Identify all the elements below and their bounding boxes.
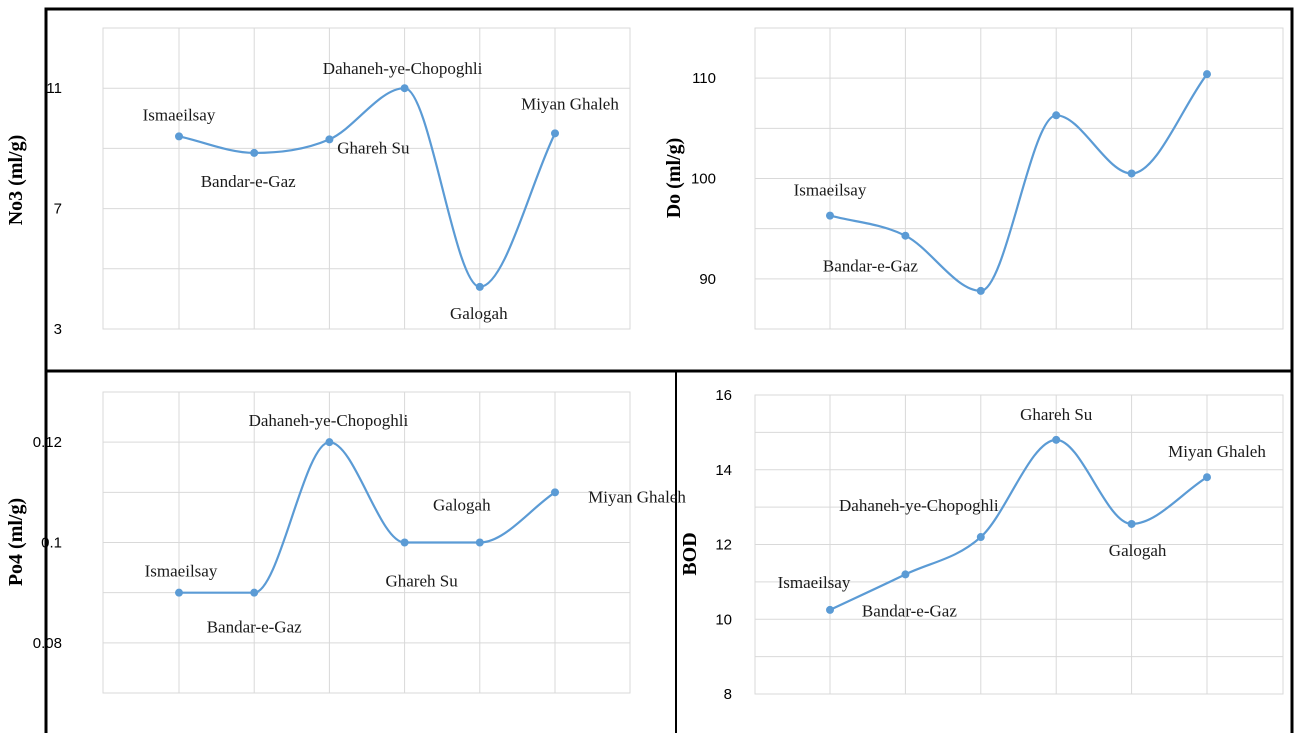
plot-area: [102, 27, 631, 330]
point-label: Ismaeilsay: [794, 181, 867, 200]
plot-area: [102, 391, 631, 694]
data-point: [1052, 435, 1061, 444]
point-label: Bandar-e-Gaz: [207, 618, 302, 637]
data-point: [325, 438, 334, 447]
chart-panel-4: 8 10 12 14 16 BOD Ismaeilsay Bandar-e-Gaz Dahane…: [679, 387, 1284, 703]
point-label: Miyan Ghaleh: [1168, 442, 1266, 461]
data-point: [250, 148, 259, 157]
data-point: [1052, 111, 1061, 120]
data-point: [400, 538, 409, 547]
y-axis-label: No3 (ml/g): [5, 135, 27, 226]
data-point: [826, 211, 834, 220]
point-label: Bandar-e-Gaz: [862, 601, 957, 620]
point-label: Ismaeilsay: [145, 562, 218, 581]
point-label: Miyan Ghaleh: [521, 94, 619, 113]
point-label: Ghareh Su: [337, 138, 410, 157]
chart-panel-1: 3 7 11 No3 (ml/g) Ismaeilsay Bandar-e-Gaz Ghar…: [5, 27, 631, 338]
data-point: [551, 488, 559, 497]
chart-panel-3: 0.08 0.1 0.12 Po4 (ml/g) Ismaeilsay Bandar-e-…: [5, 391, 686, 694]
point-label: Dahaneh-ye-Chopoghli: [839, 496, 999, 515]
point-label: Ghareh Su: [1020, 405, 1093, 424]
data-point: [325, 135, 334, 144]
point-label: Bandar-e-Gaz: [823, 257, 918, 276]
y-tick-label: 11: [46, 80, 62, 97]
y-tick-label: 16: [715, 387, 732, 404]
data-point: [475, 538, 484, 547]
data-point: [976, 286, 985, 295]
y-tick-label: 0.12: [33, 434, 62, 451]
y-tick-label: 12: [715, 537, 732, 554]
y-tick-label: 7: [54, 201, 62, 218]
data-point: [175, 132, 183, 141]
point-label: Ghareh Su: [385, 572, 458, 591]
data-point: [400, 84, 409, 93]
data-point: [901, 231, 910, 240]
top-panels-frame: [44, 7, 1294, 373]
data-point: [175, 588, 183, 597]
y-tick-label: 8: [724, 686, 732, 703]
y-tick-label: 90: [699, 271, 716, 288]
y-tick-label: 14: [715, 462, 732, 479]
data-point: [1127, 519, 1136, 528]
point-label: Miyan Ghaleh: [588, 487, 686, 506]
y-axis-label: Po4 (ml/g): [5, 498, 27, 586]
point-label: Galogah: [450, 304, 508, 323]
point-label: Ismaeilsay: [143, 105, 216, 124]
point-label: Ismaeilsay: [778, 573, 851, 592]
chart-panel-2: 90 100 110 Do (ml/g) Ismaeilsay Bandar-e-Gaz: [663, 27, 1284, 330]
data-point: [1203, 473, 1211, 482]
y-axis-label: Do (ml/g): [663, 138, 685, 219]
plot-area: [754, 394, 1284, 695]
y-tick-label: 0.08: [33, 635, 62, 652]
y-tick-label: 110: [692, 70, 716, 87]
point-label: Dahaneh-ye-Chopoghli: [249, 411, 409, 430]
data-point: [1203, 70, 1211, 79]
data-point: [551, 129, 559, 138]
y-tick-label: 3: [54, 321, 62, 338]
point-label: Dahaneh-ye-Chopoghli: [323, 59, 483, 78]
point-label: Bandar-e-Gaz: [201, 172, 296, 191]
data-point: [250, 588, 259, 597]
data-point: [901, 570, 910, 579]
point-label: Galogah: [433, 496, 491, 515]
plot-area: [754, 27, 1284, 330]
y-tick-label: 0.1: [41, 535, 62, 552]
data-point: [475, 282, 484, 291]
y-axis-label: BOD: [679, 532, 701, 575]
series-line: [829, 438, 1208, 611]
y-tick-label: 10: [715, 611, 732, 628]
data-point: [826, 605, 834, 614]
series-line: [179, 441, 556, 594]
data-point: [1127, 169, 1136, 178]
y-tick-label: 100: [691, 171, 716, 188]
data-point: [976, 533, 985, 542]
point-label: Galogah: [1109, 541, 1167, 560]
